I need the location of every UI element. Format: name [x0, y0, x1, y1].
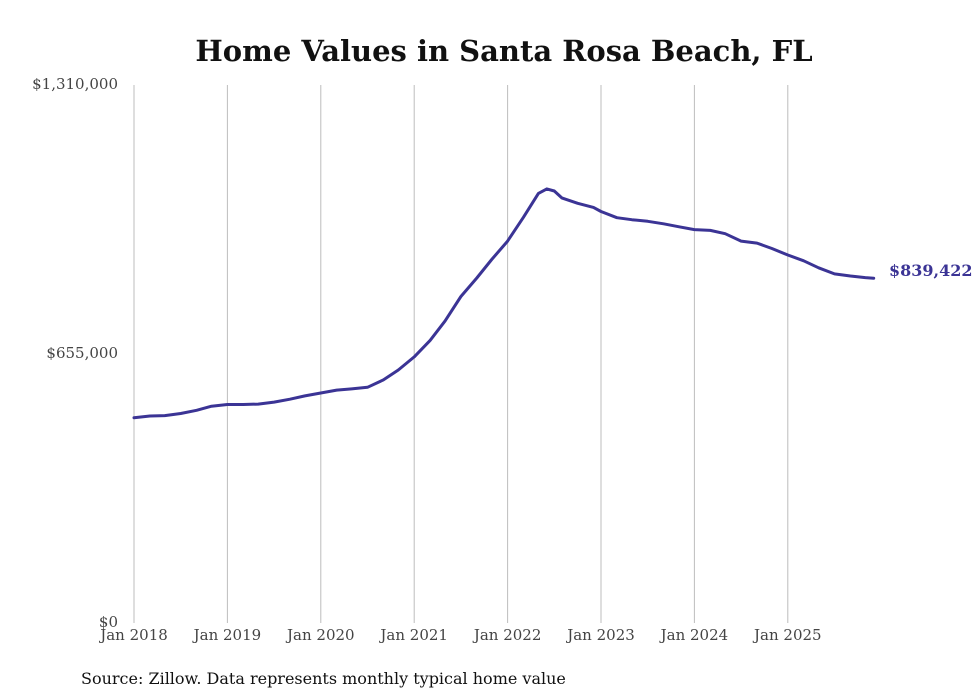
y-tick-label: $1,310,000: [32, 75, 118, 93]
x-tick-label: Jan 2025: [752, 626, 822, 644]
y-tick-label: $0: [99, 613, 118, 631]
series-line-0: [132, 187, 876, 420]
x-tick-label: Jan 2018: [98, 626, 168, 644]
x-tick-label: Jan 2021: [378, 626, 448, 644]
x-tick-label: Jan 2019: [192, 626, 262, 644]
gridlines: [133, 85, 789, 623]
y-tick-label: $655,000: [46, 344, 118, 362]
x-axis-ticks: Jan 2018 Jan 2019 Jan 2020 Jan 2021 Jan 2022…: [98, 626, 821, 644]
y-axis-ticks: $0 $655,000 $1,310,000: [32, 75, 118, 631]
end-value-label: $839,422: [889, 261, 973, 280]
series-layer: [132, 187, 876, 420]
x-tick-label: Jan 2022: [472, 626, 542, 644]
x-tick-label: Jan 2023: [565, 626, 635, 644]
source-note: Source: Zillow. Data represents monthly …: [81, 669, 566, 688]
x-tick-label: Jan 2020: [285, 626, 355, 644]
chart-title: Home Values in Santa Rosa Beach, FL: [195, 34, 812, 68]
x-tick-label: Jan 2024: [659, 626, 729, 644]
